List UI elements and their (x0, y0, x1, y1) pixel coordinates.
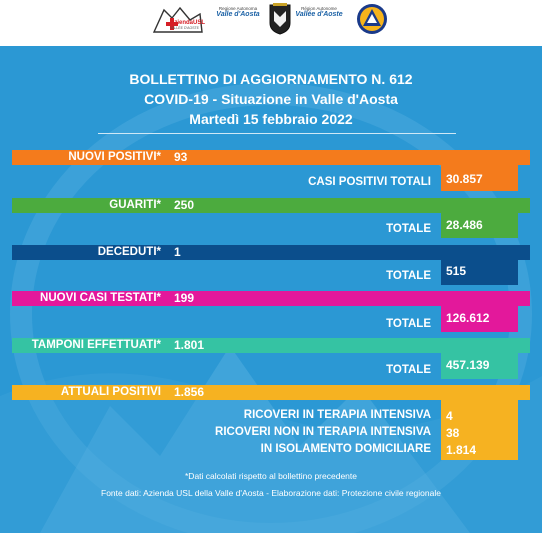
deceduti-label: DECEDUTI* (97, 246, 161, 258)
regione-logo-2-line1: Région Autonome (301, 6, 337, 11)
protezione-civile-icon (357, 4, 387, 34)
attuali-positivi-detail-panel (441, 385, 518, 460)
guariti-total-panel (441, 198, 518, 238)
terapia-intensiva-value: 4 (446, 409, 453, 423)
nuovi-casi-testati-band (12, 291, 530, 306)
ausl-logo-text: AziendaUSL (170, 20, 206, 26)
attuali-positivi-value: 1.856 (174, 385, 205, 399)
nuovi-casi-testati-value: 199 (174, 291, 195, 305)
nuovi-casi-testati-totale-value: 126.612 (446, 311, 490, 325)
regione-logo-1-line2: Valle d'Aosta (216, 11, 260, 18)
nuovi-positivi-band (12, 150, 530, 165)
regione-logo-1: Regione Autonoma Valle d'Aosta (212, 6, 264, 18)
nuovi-casi-testati-totale-label: TOTALE (386, 318, 431, 330)
nuovi-casi-testati-label: NUOVI CASI TESTATI* (40, 292, 161, 304)
guariti-totale-value: 28.486 (446, 218, 483, 232)
data-source: Fonte dati: Azienda USL della Valle d'Ao… (101, 488, 441, 498)
tamponi-band (12, 338, 530, 353)
deceduti-totale-label: TOTALE (386, 270, 431, 282)
guariti-band (12, 198, 530, 213)
nuovi-positivi-value: 93 (174, 150, 188, 164)
footnote: *Dati calcolati rispetto al bollettino p… (185, 471, 357, 481)
nuovi-positivi-label: NUOVI POSITIVI* (68, 151, 161, 163)
nuovi-casi-testati-total-panel (441, 291, 518, 332)
tamponi-label: TAMPONI EFFETTUATI* (31, 339, 161, 351)
bulletin-subtitle: COVID-19 - Situazione in Valle d'Aosta (144, 91, 398, 107)
tamponi-totale-label: TOTALE (386, 364, 431, 376)
isolamento-domiciliare-label: IN ISOLAMENTO DOMICILIARE (260, 443, 431, 455)
regione-shield-logo (269, 3, 291, 35)
terapia-intensiva-label: RICOVERI IN TERAPIA INTENSIVA (243, 409, 431, 421)
bulletin-panel: BOLLETTINO DI AGGIORNAMENTO N. 612 COVID… (0, 46, 542, 533)
shield-icon (269, 3, 291, 35)
regione-logo-2-line2: Vallée d'Aoste (295, 11, 343, 18)
header-logos: AziendaUSL VALLÉE D'AOSTE Regione Autono… (0, 0, 542, 46)
isolamento-domiciliare-value: 1.814 (446, 443, 477, 457)
tamponi-value: 1.801 (174, 338, 205, 352)
protezione-civile-logo (356, 2, 388, 36)
regione-logo-2: Région Autonome Vallée d'Aoste (293, 6, 345, 18)
bulletin-title: BOLLETTINO DI AGGIORNAMENTO N. 612 (129, 71, 413, 87)
deceduti-total-panel (441, 245, 518, 285)
casi-positivi-totali-value: 30.857 (446, 172, 483, 186)
guariti-totale-label: TOTALE (386, 223, 431, 235)
bulletin-date: Martedì 15 febbraio 2022 (189, 111, 353, 127)
ausl-emblem-icon (152, 6, 203, 33)
guariti-label: GUARITI* (109, 199, 161, 211)
tamponi-totale-value: 457.139 (446, 358, 490, 372)
deceduti-band (12, 245, 530, 260)
tamponi-total-panel (441, 338, 518, 379)
deceduti-totale-value: 515 (446, 264, 467, 278)
regione-logo-1-line1: Regione Autonoma (218, 6, 258, 11)
non-terapia-intensiva-value: 38 (446, 426, 460, 440)
ausl-logo-subtext: VALLÉE D'AOSTE (170, 26, 200, 30)
title-divider (98, 133, 456, 134)
casi-positivi-totali-label: CASI POSITIVI TOTALI (308, 176, 431, 188)
attuali-positivi-label: ATTUALI POSITIVI (60, 386, 161, 398)
non-terapia-intensiva-label: RICOVERI NON IN TERAPIA INTENSIVA (215, 426, 431, 438)
deceduti-value: 1 (174, 245, 181, 259)
ausl-logo: AziendaUSL VALLÉE D'AOSTE (150, 4, 206, 38)
attuali-positivi-band (12, 385, 530, 400)
background-decoration (0, 83, 542, 533)
guariti-value: 250 (174, 198, 195, 212)
nuovi-positivi-total-panel (441, 150, 518, 191)
